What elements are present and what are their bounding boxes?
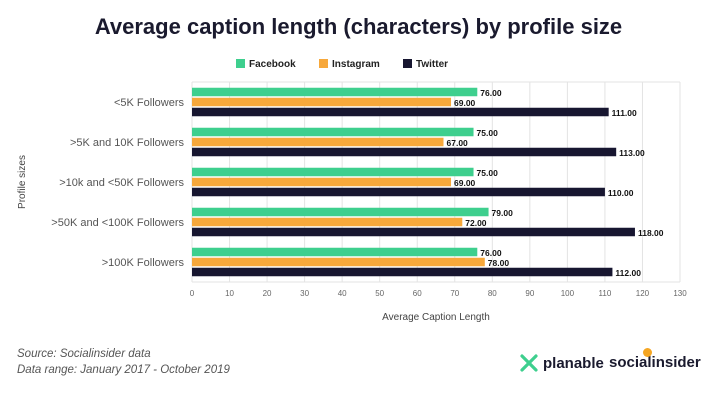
data-range-note: Data range: January 2017 - October 2019 bbox=[17, 364, 230, 376]
data-label: 111.00 bbox=[612, 108, 637, 118]
bar-instagram bbox=[192, 217, 463, 227]
socialinsider-wordmark: socialinsider bbox=[609, 354, 701, 371]
bar-instagram bbox=[192, 137, 444, 147]
legend-label: Instagram bbox=[332, 59, 380, 70]
bar-facebook bbox=[192, 207, 489, 217]
y-category-label: <5K Followers bbox=[114, 97, 185, 109]
x-tick-label: 60 bbox=[413, 289, 422, 298]
data-label: 69.00 bbox=[454, 178, 476, 188]
x-tick-label: 110 bbox=[599, 289, 612, 298]
legend-swatch bbox=[403, 59, 412, 68]
x-tick-label: 30 bbox=[300, 289, 309, 298]
chart-title: Average caption length (characters) by p… bbox=[94, 14, 623, 39]
x-tick-label: 130 bbox=[673, 289, 687, 298]
legend-label: Facebook bbox=[249, 59, 296, 70]
data-label: 72.00 bbox=[465, 218, 487, 228]
x-tick-label: 80 bbox=[488, 289, 497, 298]
bar-facebook bbox=[192, 127, 474, 137]
bar-twitter bbox=[192, 187, 605, 197]
data-label: 78.00 bbox=[488, 258, 510, 268]
bar-facebook bbox=[192, 247, 478, 257]
y-category-label: >5K and 10K Followers bbox=[70, 137, 185, 149]
bar-facebook bbox=[192, 167, 474, 177]
x-axis-title: Average Caption Length bbox=[382, 312, 490, 323]
data-label: 75.00 bbox=[477, 128, 499, 138]
x-tick-label: 0 bbox=[190, 289, 195, 298]
data-label: 113.00 bbox=[619, 148, 645, 158]
bar-instagram bbox=[192, 257, 485, 267]
data-label: 69.00 bbox=[454, 98, 476, 108]
data-label: 67.00 bbox=[447, 138, 469, 148]
bar-twitter bbox=[192, 147, 617, 157]
y-category-label: >100K Followers bbox=[102, 257, 185, 269]
legend-swatch bbox=[236, 59, 245, 68]
bar-twitter bbox=[192, 267, 613, 277]
planable-icon bbox=[520, 354, 538, 372]
bar-instagram bbox=[192, 177, 452, 187]
data-label: 76.00 bbox=[480, 88, 502, 98]
bar-twitter bbox=[192, 227, 635, 237]
y-category-label: >50K and <100K Followers bbox=[51, 217, 184, 229]
x-tick-label: 40 bbox=[338, 289, 347, 298]
x-tick-label: 90 bbox=[525, 289, 534, 298]
socialinsider-dot-icon bbox=[643, 348, 652, 357]
x-tick-label: 120 bbox=[636, 289, 650, 298]
data-label: 112.00 bbox=[615, 268, 641, 278]
legend-swatch bbox=[319, 59, 328, 68]
y-axis-title: Profile sizes bbox=[17, 155, 28, 209]
bar-facebook bbox=[192, 87, 478, 97]
data-label: 75.00 bbox=[477, 168, 499, 178]
planable-logo: planable bbox=[520, 354, 604, 372]
socialinsider-logo: socialinsider bbox=[609, 348, 701, 371]
x-tick-label: 100 bbox=[561, 289, 575, 298]
planable-wordmark: planable bbox=[543, 354, 604, 372]
x-tick-label: 70 bbox=[450, 289, 459, 298]
data-label: 110.00 bbox=[608, 188, 634, 198]
bar-instagram bbox=[192, 97, 452, 107]
data-label: 79.00 bbox=[492, 208, 514, 218]
source-note: Source: Socialinsider data bbox=[17, 348, 151, 360]
x-tick-label: 50 bbox=[375, 289, 384, 298]
data-label: 118.00 bbox=[638, 228, 664, 238]
data-label: 76.00 bbox=[480, 248, 502, 258]
legend-label: Twitter bbox=[416, 59, 448, 70]
x-tick-label: 20 bbox=[263, 289, 272, 298]
bar-twitter bbox=[192, 107, 609, 117]
y-category-label: >10k and <50K Followers bbox=[59, 177, 184, 189]
x-tick-label: 10 bbox=[225, 289, 234, 298]
